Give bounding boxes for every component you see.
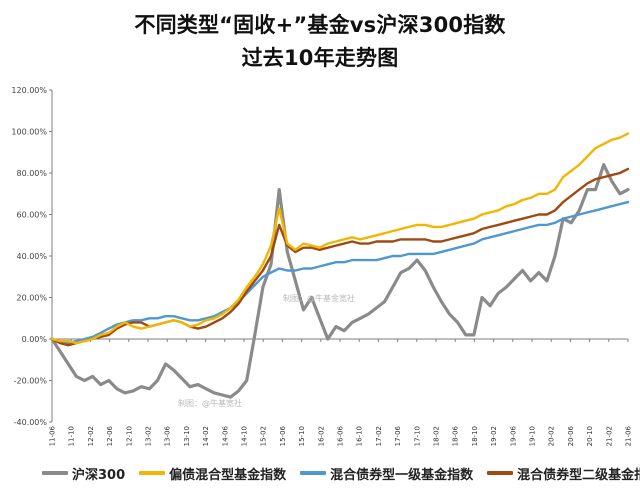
- y-tick-label: 20.00%: [16, 294, 47, 303]
- legend-swatch-debt-biased-hybrid: [139, 471, 166, 475]
- legend-label-hs300: 沪深300: [72, 467, 126, 483]
- chart-legend: 沪深300 偏债混合型基金指数 混合债券型一级基金指数 混合债券型二级基金指数: [42, 462, 640, 484]
- chart-series: [50, 132, 630, 399]
- x-tick-label: 16-10: [356, 426, 364, 446]
- x-tick-label: 13-06: [164, 425, 172, 446]
- x-tick-label: 20-06: [567, 425, 575, 446]
- x-tick-label: 13-02: [145, 426, 153, 446]
- x-tick-label: 11-10: [68, 426, 76, 446]
- y-tick-label: 100.00%: [11, 128, 47, 137]
- legend-item-hybrid-bond-primary: 混合债券型一级基金指数: [300, 464, 473, 483]
- x-tick-label: 19-02: [490, 426, 498, 446]
- x-tick-label: 12-10: [125, 426, 133, 446]
- series-line-2: [50, 200, 630, 345]
- x-tick-label: 16-02: [317, 426, 325, 446]
- y-tick-label: -40.00%: [14, 418, 48, 427]
- series-line-3: [50, 167, 630, 347]
- x-tick-label: 13-10: [183, 426, 191, 446]
- x-tick-label: 18-02: [433, 426, 441, 446]
- y-axis: -40.00% -20.00% 0.00% 20.00% 40.00% 60.00% 80.…: [11, 86, 53, 427]
- chart-title-line-1: 不同类型“固收+”基金vs沪深300指数: [134, 13, 506, 37]
- legend-label-debt-biased-hybrid: 偏债混合型基金指数: [169, 467, 287, 483]
- x-tick-label: 15-10: [298, 426, 306, 446]
- x-tick-label: 19-06: [509, 425, 517, 446]
- legend-item-hs300: 沪深300: [42, 464, 125, 483]
- legend-swatch-hybrid-bond-secondary: [487, 471, 514, 475]
- x-tick-label: 14-02: [202, 426, 210, 446]
- series-line-0: [50, 163, 630, 399]
- x-tick-label: 20-10: [586, 426, 594, 446]
- y-tick-label: -20.00%: [14, 377, 48, 386]
- y-tick-label: 120.00%: [11, 86, 47, 95]
- x-tick-label: 16-06: [337, 425, 345, 446]
- y-tick-label: 0.00%: [22, 335, 48, 344]
- legend-item-hybrid-bond-secondary: 混合债券型二级基金指数: [487, 464, 640, 483]
- x-tick-label: 15-02: [260, 426, 268, 446]
- x-tick-label: 19-10: [529, 426, 537, 446]
- x-tick-label: 21-02: [605, 426, 613, 446]
- legend-label-hybrid-bond-secondary: 混合债券型二级基金指数: [517, 467, 640, 483]
- x-tick-label: 21-06: [625, 425, 633, 446]
- series-line-1: [50, 132, 630, 345]
- watermark-center: 制图：@牛基金宽社: [283, 294, 355, 303]
- x-tick-label: 18-06: [452, 425, 460, 446]
- x-tick-label: 14-06: [221, 425, 229, 446]
- x-tick-label: 11-06: [49, 425, 57, 446]
- legend-label-hybrid-bond-primary: 混合债券型一级基金指数: [330, 467, 474, 483]
- x-tick-label: 15-06: [279, 425, 287, 446]
- x-tick-label: 17-10: [413, 426, 421, 446]
- x-tick-label: 17-06: [394, 425, 402, 446]
- x-tick-label: 17-02: [375, 426, 383, 446]
- chart-title-line-2: 过去10年走势图: [241, 46, 399, 70]
- x-tick-label: 18-10: [471, 426, 479, 446]
- legend-swatch-hs300: [42, 471, 68, 475]
- x-tick-label: 12-02: [87, 426, 95, 446]
- x-axis: 11-06 11-10 12-02 12-06 12-10 13-02 13-06 13-10…: [49, 338, 633, 446]
- y-tick-label: 80.00%: [16, 169, 47, 178]
- y-tick-label: 60.00%: [16, 211, 47, 220]
- x-tick-label: 12-06: [106, 425, 114, 446]
- legend-item-debt-biased-hybrid: 偏债混合型基金指数: [139, 464, 286, 483]
- legend-swatch-hybrid-bond-primary: [300, 471, 327, 475]
- watermark-left: 制图：@牛基宽社: [178, 399, 242, 408]
- y-tick-label: 40.00%: [16, 252, 47, 261]
- x-tick-label: 20-02: [548, 426, 556, 446]
- x-tick-label: 14-10: [241, 426, 249, 446]
